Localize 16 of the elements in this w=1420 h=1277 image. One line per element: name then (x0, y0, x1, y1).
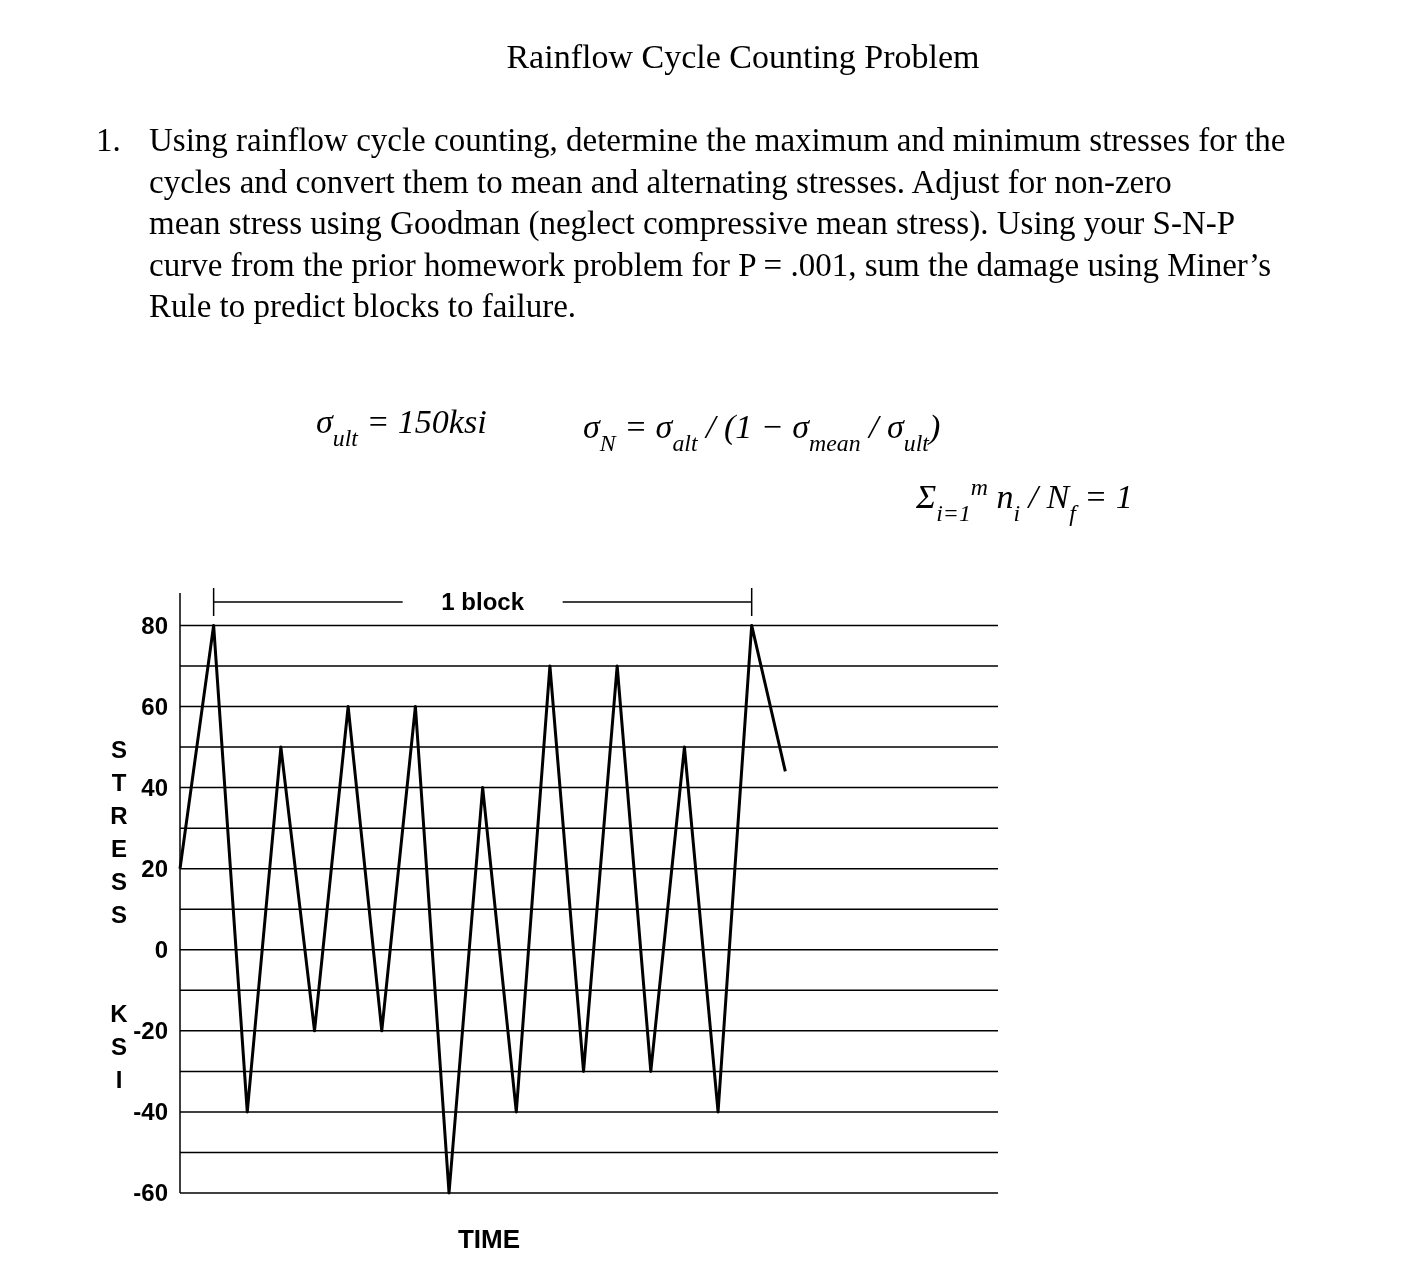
text: σ$_{N}$ = σ$_{alt}$ / (1 − σ$_{mean}$ / σ$_{ult}$) (583, 408, 941, 456)
text: Σ$_{i=1}$$^{m}$ n$_{i}$ / N$_{f}$ = 1 (915, 474, 1133, 526)
y-axis-title: STRESS KSI (105, 736, 133, 1099)
y-tick-label: -40 (133, 1098, 168, 1126)
chart-title: Rainflow Cycle Counting Problem (506, 38, 980, 75)
y-tick-label: -60 (133, 1179, 168, 1207)
y-tick-label: 20 (141, 855, 168, 883)
y-tick-label: 0 (154, 936, 168, 964)
y-tick-label: 40 (141, 773, 168, 801)
annotation: 1 block (441, 588, 525, 616)
text: σ$_{ult}$ = 150ksi (316, 403, 487, 451)
text: 1. Using rainflow cycle counting, determine the maximum and minimum stresses for the cycles and convert them to mean and alternating stresses. Adjust for non-zero mean stress using Goodman (neglect compressive mean stress). Using your S-N-P curve from the prior homework problem for P = .001, sum the damage using Miner’s Rule to predict blocks to failure. (96, 122, 1286, 324)
y-tick-label: 80 (141, 611, 168, 639)
y-tick-label: 60 (141, 692, 168, 720)
x-axis-title: TIME (457, 1224, 521, 1254)
y-tick-label: -20 (133, 1017, 168, 1045)
